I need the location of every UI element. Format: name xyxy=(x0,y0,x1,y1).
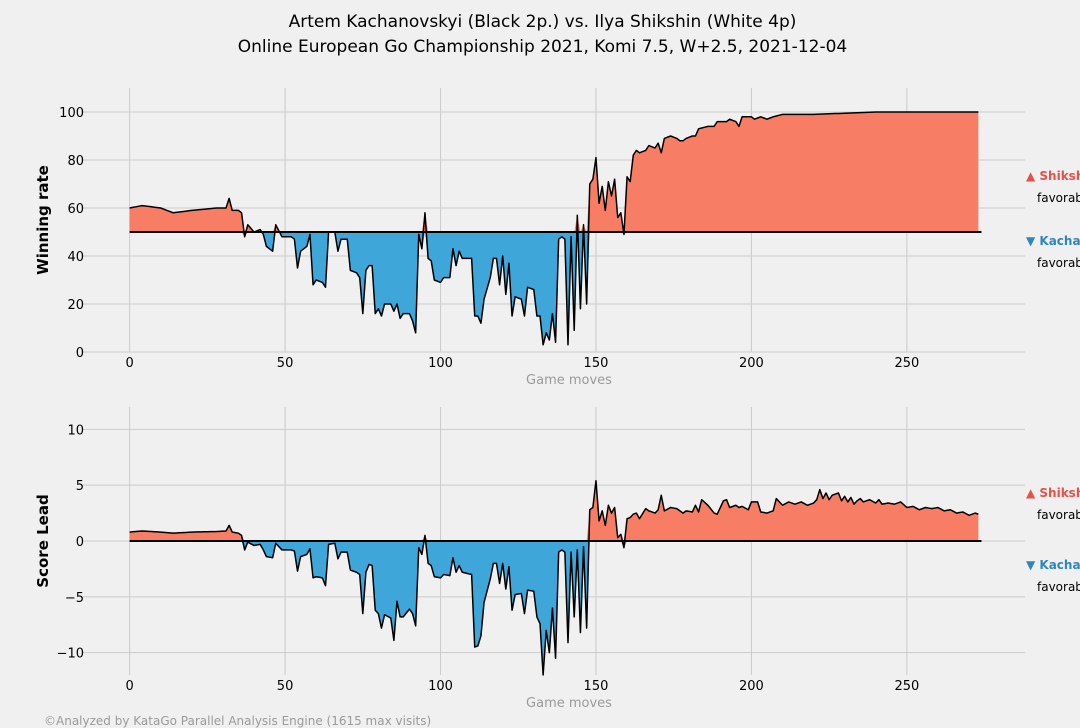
x-tick-label: 250 xyxy=(894,356,919,371)
black-favorable-area xyxy=(129,541,979,675)
x-axis-label: Game moves xyxy=(526,373,612,388)
x-tick-label: 50 xyxy=(277,356,294,371)
x-tick-label: 200 xyxy=(739,679,764,694)
y-tick-label: 0 xyxy=(76,535,84,550)
title-line-event: Online European Go Championship 2021, Ko… xyxy=(237,37,848,57)
legend-note: favorable xyxy=(1037,580,1080,594)
title-line-players: Artem Kachanovskyi (Black 2p.) vs. Ilya … xyxy=(288,12,797,32)
series-line xyxy=(129,111,979,346)
x-tick-label: 0 xyxy=(125,679,133,694)
x-axis-label: Game moves xyxy=(526,696,612,711)
legend-note: favorable xyxy=(1037,191,1080,205)
chart-panel-2: 0 50 100 150 200 250 −10 −5 0 5 10 Game moves Score … xyxy=(34,407,1080,711)
x-tick-label: 0 xyxy=(125,356,133,371)
y-axis-label: Score Lead xyxy=(34,494,52,587)
y-tick-label: 10 xyxy=(67,423,84,438)
y-tick-label: 20 xyxy=(67,298,84,313)
black-favorable-area xyxy=(129,232,979,345)
chart-title: Artem Kachanovskyi (Black 2p.) vs. Ilya … xyxy=(0,10,1080,60)
x-tick-label: 200 xyxy=(739,356,764,371)
white-favorable-area xyxy=(129,112,979,232)
x-tick-label: 100 xyxy=(428,679,453,694)
legend-label: ▲ Shikshin xyxy=(1026,486,1080,500)
legend-label: ▲ Shikshin xyxy=(1026,169,1080,183)
chart-panel-1: 0 50 100 150 200 250 0 20 40 60 80 100 Game moves Win… xyxy=(34,88,1080,388)
y-tick-label: 0 xyxy=(76,346,84,361)
series-line xyxy=(129,479,979,676)
legend-note: favorable xyxy=(1037,508,1080,522)
white-favorable-area xyxy=(129,480,979,541)
legend-note: favorable xyxy=(1037,256,1080,270)
y-tick-label: −5 xyxy=(65,591,84,606)
legend-label: ▼ Kachanovskyi xyxy=(1026,558,1080,572)
y-tick-label: 40 xyxy=(67,250,84,265)
y-tick-label: 80 xyxy=(67,154,84,169)
y-axis-label: Winning rate xyxy=(34,165,52,275)
x-tick-label: 250 xyxy=(894,679,919,694)
x-tick-label: 150 xyxy=(584,356,609,371)
x-tick-label: 100 xyxy=(428,356,453,371)
y-tick-label: 100 xyxy=(59,106,84,121)
footer-credit: ©Analyzed by KataGo Parallel Analysis En… xyxy=(44,714,432,728)
x-tick-label: 50 xyxy=(277,679,294,694)
y-tick-label: 60 xyxy=(67,202,84,217)
y-tick-label: 5 xyxy=(76,479,84,494)
legend-label: ▼ Kachanovskyi xyxy=(1026,234,1080,248)
x-tick-label: 150 xyxy=(584,679,609,694)
y-tick-label: −10 xyxy=(57,647,84,662)
